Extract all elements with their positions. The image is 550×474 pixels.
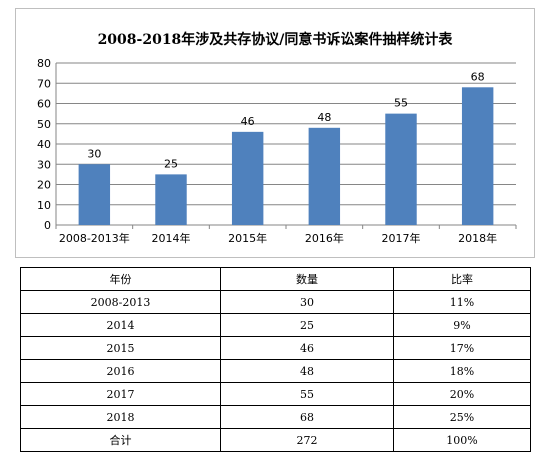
chart-container: 2008-2018年涉及共存协议/同意书诉讼案件抽样统计表 0 10 20 30 40 5…	[15, 8, 535, 258]
y-tick-label: 40	[37, 138, 51, 151]
x-tick-label: 2017年	[382, 231, 421, 245]
y-tick-label: 60	[37, 98, 51, 111]
count-cell: 30	[220, 290, 394, 314]
y-tick-label: 20	[37, 179, 51, 192]
year-cell: 2018	[20, 405, 221, 429]
y-tick-label: 0	[44, 219, 51, 232]
ratio-cell: 17%	[393, 336, 531, 360]
y-tick-label: 80	[37, 57, 51, 70]
y-tick-label: 10	[37, 199, 51, 212]
ratio-cell: 20%	[393, 382, 531, 406]
table-row: 2017 55 20%	[20, 382, 531, 406]
year-cell: 2014	[20, 313, 221, 337]
table-total-row: 合计 272 100%	[20, 428, 531, 452]
bar	[385, 113, 417, 225]
ratio-cell: 9%	[393, 313, 531, 337]
count-cell: 272	[220, 428, 394, 452]
data-label: 55	[394, 97, 408, 110]
data-label: 48	[317, 111, 331, 124]
table-row: 2014 25 9%	[20, 313, 531, 337]
ratio-cell: 18%	[393, 359, 531, 383]
count-cell: 55	[220, 382, 394, 406]
x-tick-label: 2016年	[305, 231, 344, 245]
table-row: 2008-2013 30 11%	[20, 290, 531, 314]
y-tick-label: 50	[37, 118, 51, 131]
count-cell: 46	[220, 336, 394, 360]
count-cell: 68	[220, 405, 394, 429]
x-tick-label: 2018年	[458, 231, 497, 245]
data-table: 年份 数量 比率 2008-2013 30 11% 2014 25 9% 2015 46 17%…	[20, 267, 531, 452]
bar	[231, 131, 264, 225]
table-row: 2016 48 18%	[20, 359, 531, 383]
data-label: 46	[241, 115, 255, 128]
bar	[155, 174, 187, 225]
table-row: 2018 68 25%	[20, 405, 531, 429]
x-tick-label: 2015年	[228, 231, 267, 245]
y-tick-label: 70	[37, 77, 51, 90]
data-label: 30	[87, 147, 101, 160]
y-tick-label: 30	[37, 158, 51, 171]
bar	[78, 164, 111, 225]
column-header-ratio: 比率	[393, 267, 531, 291]
year-cell: 2008-2013	[20, 290, 221, 314]
year-cell: 2016	[20, 359, 221, 383]
year-cell: 2017	[20, 382, 221, 406]
table-header-row: 年份 数量 比率	[20, 267, 531, 291]
ratio-cell: 100%	[393, 428, 531, 452]
ratio-cell: 11%	[393, 290, 531, 314]
x-tick-label: 2008-2013年	[59, 231, 130, 245]
bar	[461, 87, 494, 225]
bar	[308, 127, 341, 225]
table-row: 2015 46 17%	[20, 336, 531, 360]
year-cell: 2015	[20, 336, 221, 360]
column-header-count: 数量	[220, 267, 394, 291]
count-cell: 25	[220, 313, 394, 337]
chart-title: 2008-2018年涉及共存协议/同意书诉讼案件抽样统计表	[98, 31, 454, 48]
data-label: 25	[164, 157, 178, 170]
column-header-year: 年份	[20, 267, 221, 291]
year-cell: 合计	[20, 428, 221, 452]
bar-chart: 2008-2018年涉及共存协议/同意书诉讼案件抽样统计表 0 10 20 30 40 5…	[37, 31, 517, 245]
data-label: 68	[471, 70, 485, 83]
count-cell: 48	[220, 359, 394, 383]
ratio-cell: 25%	[393, 405, 531, 429]
x-tick-label: 2014年	[152, 231, 191, 245]
